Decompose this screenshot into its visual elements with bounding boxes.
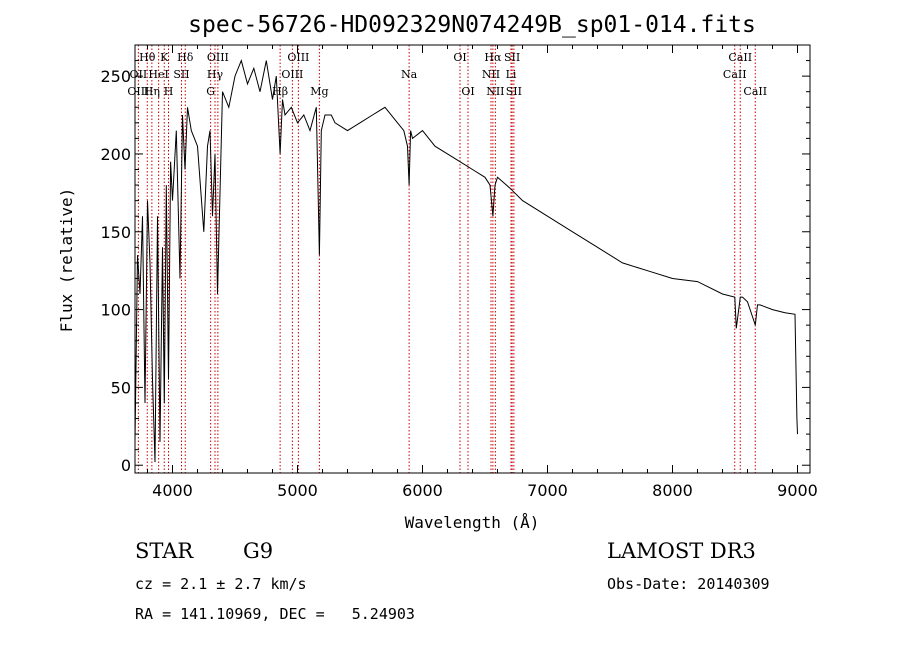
spectral-line-label: CaII [723,68,747,81]
object-class: STAR [135,539,194,563]
spectral-line-label: NII [482,68,500,81]
chart-title: spec-56726-HD092329N074249B_sp01-014.fit… [188,12,756,38]
y-axis-label: Flux (relative) [57,188,76,333]
spectral-line-label: Hα [484,51,502,64]
spectral-line-label: Mg [310,85,328,98]
spectral-line-label: Hβ [272,85,288,98]
ra-dec-coordinates: RA = 141.10969, DEC = 5.24903 [135,605,415,623]
spectral-line-label: OIII [207,51,229,64]
y-tick-label: 50 [111,378,131,397]
y-axis-ticks: 0 50 100 150 200 250 [100,60,810,475]
spectral-line-label: CaII [743,85,767,98]
spectral-line-label: NII [486,85,504,98]
x-tick-label: 6000 [402,481,443,500]
spectral-line-label: H [164,85,174,98]
spectral-line-label: SII [173,68,189,81]
object-subclass: G9 [243,539,273,563]
spectral-line-label: OI [453,51,466,64]
spectral-line-label: OIII [287,51,309,64]
x-tick-label: 4000 [152,481,193,500]
spectrum-line [134,59,798,463]
spectral-line-label: OI [461,85,474,98]
spectral-line-label: OII [130,68,148,81]
spectral-line-label: Na [401,68,418,81]
y-tick-label: 100 [100,301,131,320]
spectral-line-label: Hγ [207,68,224,81]
spectral-line-label: OIII [281,68,303,81]
observation-date: Obs-Date: 20140309 [607,575,770,593]
spectral-line-label: Hδ [177,51,194,64]
x-axis-label: Wavelength (Å) [405,513,540,532]
y-tick-label: 250 [100,67,131,86]
spectral-line-label: Hη [144,85,160,98]
x-tick-label: 8000 [652,481,693,500]
y-tick-label: 0 [121,456,131,475]
survey-release: LAMOST DR3 [607,539,756,563]
spectral-line-label: HeI [148,68,168,81]
spectral-line-label: SII [506,85,522,98]
x-axis-ticks: 4000 5000 6000 7000 8000 9000 [147,45,818,500]
spectral-line-label: Li [506,68,517,81]
y-tick-label: 200 [100,145,131,164]
spectral-line-markers [137,45,756,473]
spectral-line-label: G [206,85,215,98]
plot-frame [134,44,811,474]
spectral-line-label: Hθ [139,51,156,64]
y-tick-label: 150 [100,223,131,242]
x-tick-label: 9000 [777,481,818,500]
spectral-line-label: SII [504,51,520,64]
x-tick-label: 5000 [277,481,318,500]
spectral-line-label: CaII [728,51,752,64]
x-tick-label: 7000 [527,481,568,500]
spectral-line-label: K [160,51,169,64]
redshift-cz: cz = 2.1 ± 2.7 km/s [135,575,307,593]
